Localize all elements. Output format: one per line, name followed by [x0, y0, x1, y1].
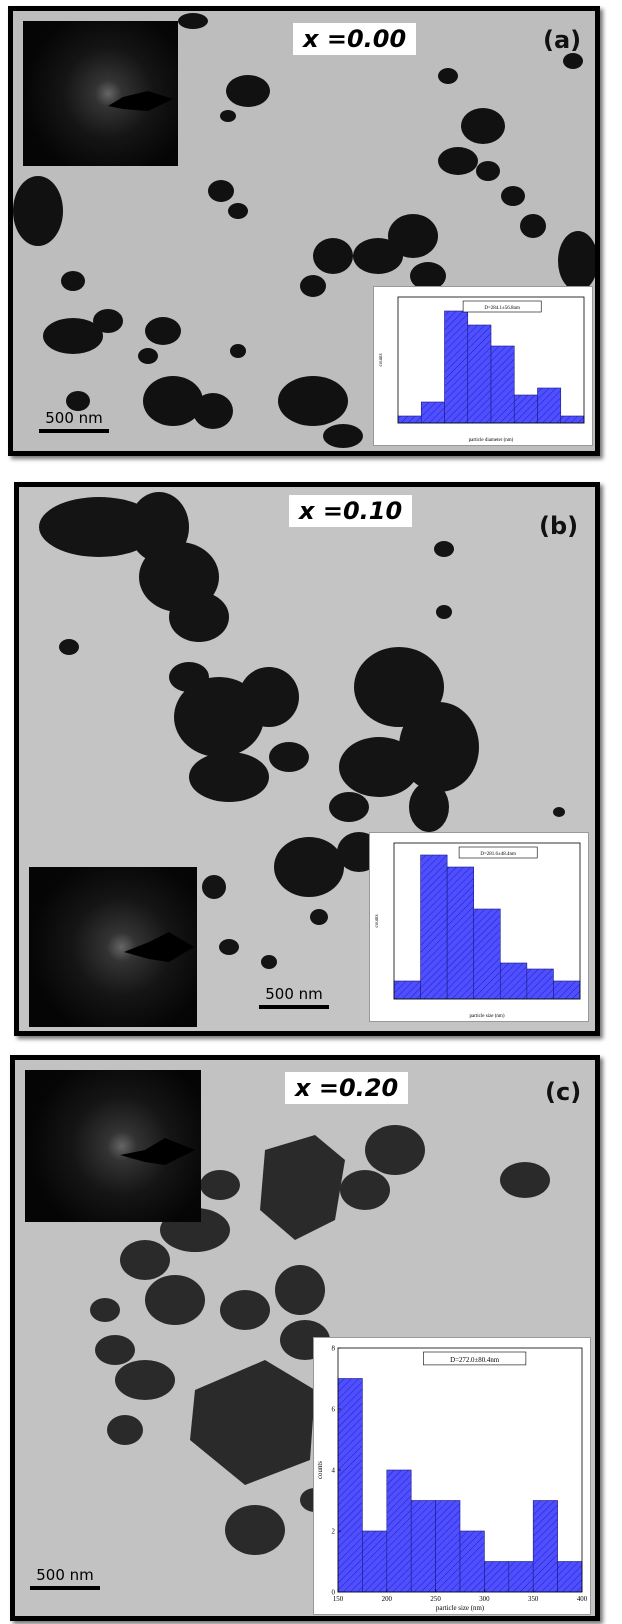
y-tick-label: 6 [332, 1406, 336, 1413]
x-tick-label: 200 [382, 1596, 393, 1603]
composition: x =0.00 [293, 23, 416, 55]
scale-bar-label: 500 nm [45, 409, 103, 427]
bar [460, 1531, 484, 1592]
bar [514, 395, 537, 423]
panel: x =0.00 (a) 500 nm particle diameter (nm… [8, 6, 600, 456]
y-tick-label: 2 [332, 1528, 336, 1535]
legend: D=281.6±48.4nm [480, 852, 516, 857]
x-tick-label: 300 [479, 1596, 490, 1603]
bar [411, 1501, 435, 1593]
bar [561, 416, 584, 423]
scale-line [259, 1005, 329, 1009]
x-tick-label: 400 [577, 1596, 588, 1603]
bar [338, 1379, 362, 1593]
scale-line [39, 429, 109, 433]
bar [394, 981, 421, 999]
bar [500, 963, 527, 999]
bar [553, 981, 580, 999]
page: {"panels": [ {"label": "(a)", "compositi… [0, 0, 622, 1624]
scale-bar-label: 500 nm [36, 1566, 94, 1584]
bar [491, 346, 514, 423]
bar [398, 416, 421, 423]
histogram: particle diameter (nm) counts D=284.1±56.8… [373, 286, 593, 446]
bar [484, 1562, 508, 1593]
bar [533, 1501, 557, 1593]
x-axis-label: particle size (nm) [470, 1014, 505, 1019]
composition: x =0.10 [289, 495, 412, 527]
bar [421, 402, 444, 423]
x-axis-label: particle size (nm) [436, 1605, 484, 1612]
diffraction-inset [25, 1070, 201, 1222]
panel: x =0.10 (b) 500 nm particle size (nm) cou… [14, 482, 600, 1036]
bar [527, 969, 554, 999]
panel-label: (b) [539, 512, 578, 540]
composition: x =0.20 [285, 1072, 408, 1104]
y-axis-label: counts [379, 353, 384, 366]
panel-label: (c) [545, 1078, 581, 1106]
bar [509, 1562, 533, 1593]
scale-bar: 500 nm [259, 985, 329, 1009]
scale-bar: 500 nm [39, 409, 109, 433]
legend: D=284.1±56.8nm [484, 306, 520, 311]
scale-bar: 500 nm [30, 1566, 100, 1590]
y-axis-label: counts [317, 1461, 324, 1479]
y-tick-label: 8 [332, 1345, 336, 1352]
y-tick-label: 4 [332, 1467, 336, 1474]
bar [474, 909, 501, 999]
bar [387, 1470, 411, 1592]
histogram: particle size (nm) counts D=281.6±48.4nm [369, 832, 589, 1022]
x-tick-label: 350 [528, 1596, 539, 1603]
scale-line [30, 1586, 100, 1590]
x-axis-label: particle diameter (nm) [469, 438, 514, 443]
x-tick-label: 150 [333, 1596, 344, 1603]
bar [447, 867, 474, 999]
bar [445, 311, 468, 423]
diffraction-inset [23, 21, 178, 166]
bar [538, 388, 561, 423]
legend: D=272.0±80.4nm [450, 1357, 500, 1364]
x-tick-label: 250 [430, 1596, 441, 1603]
bar [468, 325, 491, 423]
diffraction-inset [29, 867, 197, 1027]
scale-bar-label: 500 nm [265, 985, 323, 1003]
bar [436, 1501, 460, 1593]
bar [362, 1531, 386, 1592]
y-axis-label: counts [375, 914, 380, 927]
panel-label: (a) [543, 26, 581, 54]
bar [421, 855, 448, 999]
bar [558, 1562, 582, 1593]
